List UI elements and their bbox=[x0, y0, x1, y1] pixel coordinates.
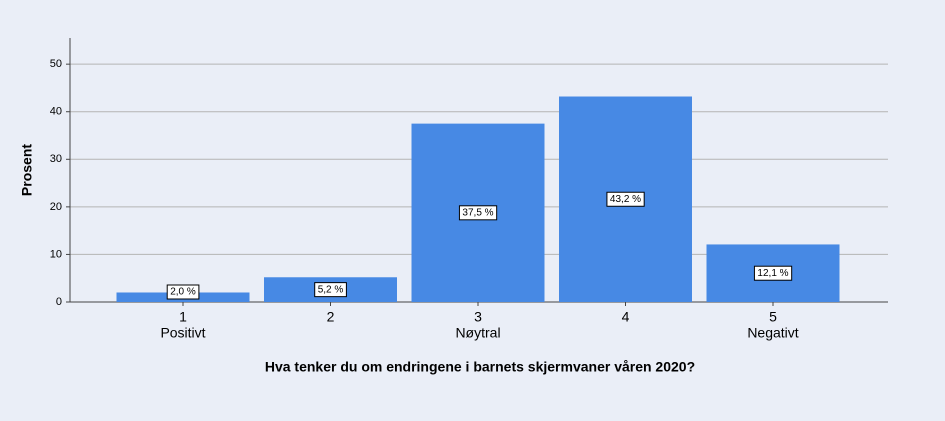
value-label-box bbox=[166, 284, 200, 300]
value-label-box bbox=[606, 191, 645, 207]
value-label: 12,1 % bbox=[757, 268, 788, 279]
y-tick-label: 40 bbox=[50, 106, 62, 118]
value-label: 2,0 % bbox=[170, 287, 196, 298]
x-tick-label: 2 bbox=[327, 309, 335, 325]
value-label-box bbox=[458, 205, 498, 221]
value-label-box bbox=[314, 282, 347, 298]
x-tick-sublabel: Positivt bbox=[160, 325, 205, 341]
y-tick-label: 10 bbox=[50, 248, 62, 260]
value-label-box bbox=[753, 265, 793, 281]
x-axis-label: Hva tenker du om endringene i barnets sk… bbox=[265, 359, 695, 375]
y-tick-label: 30 bbox=[50, 153, 62, 165]
x-tick-label: 3 bbox=[474, 309, 482, 325]
y-tick-label: 0 bbox=[56, 296, 62, 308]
x-tick-label: 1 bbox=[179, 309, 187, 325]
value-label: 5,2 % bbox=[318, 284, 344, 295]
value-label: 43,2 % bbox=[610, 194, 641, 205]
x-tick-label: 5 bbox=[769, 309, 777, 325]
value-label: 37,5 % bbox=[462, 207, 493, 218]
x-tick-sublabel: Nøytral bbox=[455, 325, 500, 341]
y-tick-label: 50 bbox=[50, 58, 62, 70]
y-tick-label: 20 bbox=[50, 201, 62, 213]
y-axis-label: Prosent bbox=[19, 144, 35, 196]
x-tick-sublabel: Negativt bbox=[747, 325, 798, 341]
x-tick-label: 4 bbox=[622, 309, 630, 325]
